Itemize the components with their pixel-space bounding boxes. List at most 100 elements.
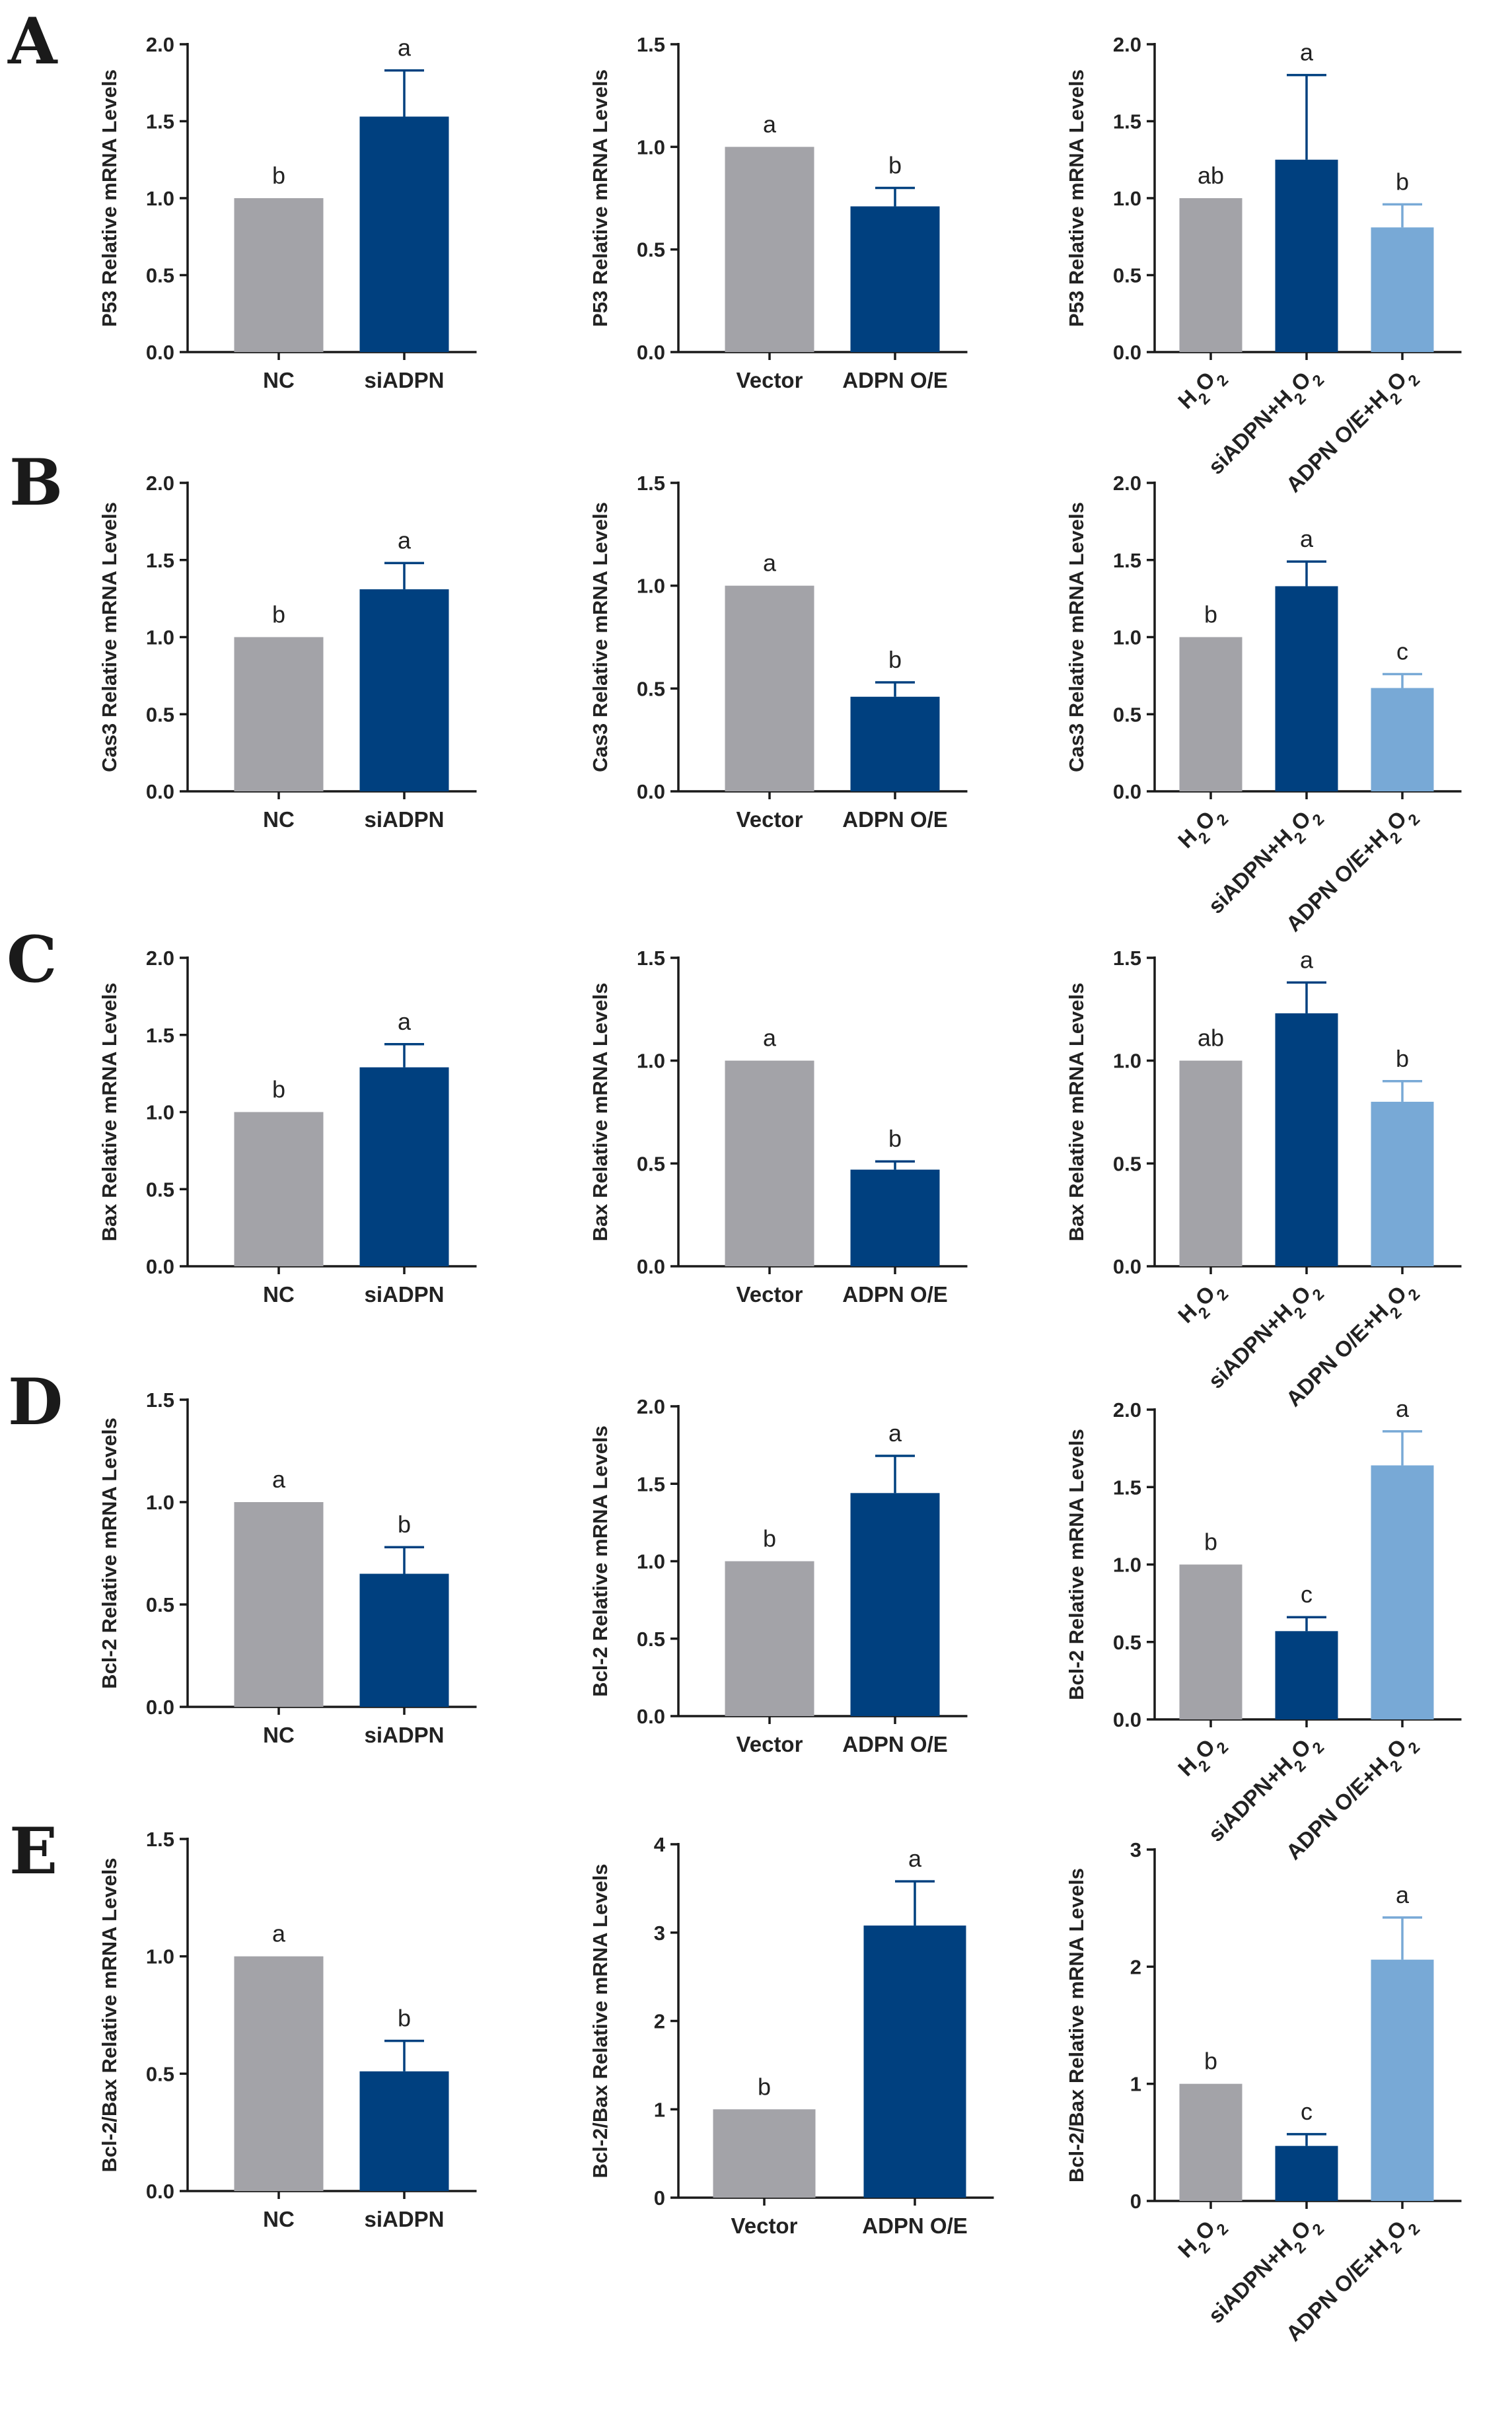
y-tick-label: 1.0 (146, 187, 174, 210)
significance-letter: a (1300, 39, 1314, 66)
category-label: Vector (731, 2214, 798, 2238)
y-tick-label: 1.0 (1113, 1050, 1141, 1073)
y-tick-label: 1.0 (637, 575, 665, 598)
panel-letter-b: B (9, 445, 63, 520)
y-tick-label: 0.5 (1113, 1631, 1141, 1654)
chart-a1: 0.0 0.5 1.0 1.5 2.0 P53 Relative mRNA Levels b… (98, 33, 477, 392)
y-axis-title: Bax Relative mRNA Levels (98, 983, 121, 1242)
y-tick-label: 0.5 (637, 677, 665, 700)
y-tick-label: 0.0 (1113, 341, 1141, 364)
panel-letter-d: D (8, 1365, 63, 1439)
significance-letter: a (272, 1920, 286, 1947)
charts-layer: 0.0 0.5 1.0 1.5 2.0 P53 Relative mRNA Levels b… (98, 33, 1462, 2346)
panel-letter-e: E (9, 1814, 57, 1889)
bar (1275, 586, 1338, 791)
significance-letter: a (908, 1845, 922, 1872)
chart-e3: 0 1 2 3 Bcl-2/Bax Relative mRNA Levels b H2O2 c… (1065, 1838, 1462, 2346)
significance-letter: b (272, 162, 285, 189)
significance-letter: b (763, 1525, 776, 1552)
category-label-part: ADPN O/E+ (1281, 1311, 1382, 1412)
chart-d2: 0.0 0.5 1.0 1.5 2.0 Bcl-2 Relative mRNA Level… (589, 1395, 968, 1756)
y-tick-label: 2 (654, 2010, 665, 2033)
panel-letter-a: A (7, 4, 58, 79)
y-axis-title: Cas3 Relative mRNA Levels (1065, 502, 1088, 772)
category-label-part: siADPN+ (1204, 1764, 1286, 1846)
category-label: NC (263, 368, 295, 392)
chart-e1: 0.0 0.5 1.0 1.5 Bcl-2/Bax Relative mRNA Leve… (98, 1828, 477, 2231)
y-axis-title: Bcl-2/Bax Relative mRNA Levels (589, 1863, 612, 2178)
category-label-glyph: O (1382, 806, 1411, 835)
y-tick-label: 0.0 (146, 1255, 174, 1278)
significance-letter: b (1396, 168, 1409, 195)
category-label-part: siADPN+ (1204, 396, 1286, 479)
significance-letter: b (398, 1511, 411, 1538)
bar (234, 637, 324, 791)
y-tick-label: 1.5 (637, 472, 665, 495)
y-axis-title: P53 Relative mRNA Levels (1065, 69, 1088, 327)
bar (1275, 2145, 1338, 2201)
category-label-glyph: O (1382, 367, 1411, 396)
significance-letter: b (398, 2005, 411, 2032)
y-tick-label: 2 (1130, 1955, 1141, 1978)
significance-letter: b (888, 151, 902, 178)
y-tick-label: 0.5 (637, 1628, 665, 1651)
y-tick-label: 2.0 (146, 472, 174, 495)
y-tick-label: 1.5 (1113, 1476, 1141, 1499)
significance-letter: b (1396, 1045, 1409, 1072)
bar (234, 198, 324, 352)
bar (359, 116, 449, 352)
category-label: siADPN (364, 2207, 444, 2231)
bar (359, 2071, 449, 2191)
bar (713, 2109, 816, 2198)
category-label: NC (263, 1723, 295, 1747)
y-tick-label: 1.5 (1113, 549, 1141, 572)
significance-letter: a (763, 110, 777, 137)
y-tick-label: 1.0 (637, 1550, 665, 1573)
y-tick-label: 1.0 (146, 1945, 174, 1968)
category-label: Vector (737, 807, 803, 832)
category-label: ADPN O/E (842, 368, 948, 392)
significance-letter: b (758, 2073, 771, 2100)
bar (1179, 198, 1242, 352)
bar (1275, 1013, 1338, 1266)
significance-letter: a (1396, 1395, 1410, 1422)
y-tick-label: 0 (654, 2186, 665, 2210)
significance-letter: a (272, 1466, 286, 1493)
y-tick-label: 0.0 (146, 780, 174, 803)
category-label-part: ADPN O/E+ (1281, 1764, 1382, 1865)
y-tick-label: 1.0 (146, 1101, 174, 1124)
bar (1179, 1564, 1242, 1719)
y-tick-label: 0.0 (146, 1696, 174, 1719)
category-label-glyph: O (1286, 2215, 1315, 2245)
category-label-glyph: O (1382, 1281, 1411, 1310)
y-tick-label: 0.0 (146, 341, 174, 364)
y-tick-label: 1 (1130, 2073, 1141, 2096)
significance-letter: b (888, 646, 902, 673)
category-label-glyph: H (1173, 1299, 1202, 1328)
y-tick-label: 2.0 (637, 1395, 665, 1418)
significance-letter: c (1301, 1581, 1313, 1608)
y-tick-label: 1.0 (1113, 187, 1141, 210)
y-tick-label: 0.0 (637, 1705, 665, 1728)
significance-letter: b (1204, 1529, 1217, 1556)
bar (850, 696, 940, 791)
y-tick-label: 0.5 (1113, 703, 1141, 726)
bar (234, 1956, 324, 2191)
bar (1371, 227, 1434, 352)
significance-letter: a (888, 1420, 902, 1447)
y-tick-label: 1.5 (637, 947, 665, 970)
y-tick-label: 0.0 (1113, 1708, 1141, 1731)
y-axis-title: Cas3 Relative mRNA Levels (589, 502, 612, 772)
category-label-part: ADPN O/E+ (1281, 836, 1382, 937)
bar (1371, 1465, 1434, 1719)
category-label-part: ADPN O/E+ (1281, 396, 1382, 497)
significance-letter: a (1396, 1881, 1410, 1908)
y-axis-title: Bcl-2/Bax Relative mRNA Levels (1065, 1868, 1088, 2182)
bar (1371, 1959, 1434, 2201)
significance-letter: a (1300, 946, 1314, 973)
bar (725, 1060, 814, 1266)
chart-a3: 0.0 0.5 1.0 1.5 2.0 P53 Relative mRNA Levels a… (1065, 33, 1462, 497)
category-label-part: ADPN O/E+ (1281, 2245, 1382, 2346)
